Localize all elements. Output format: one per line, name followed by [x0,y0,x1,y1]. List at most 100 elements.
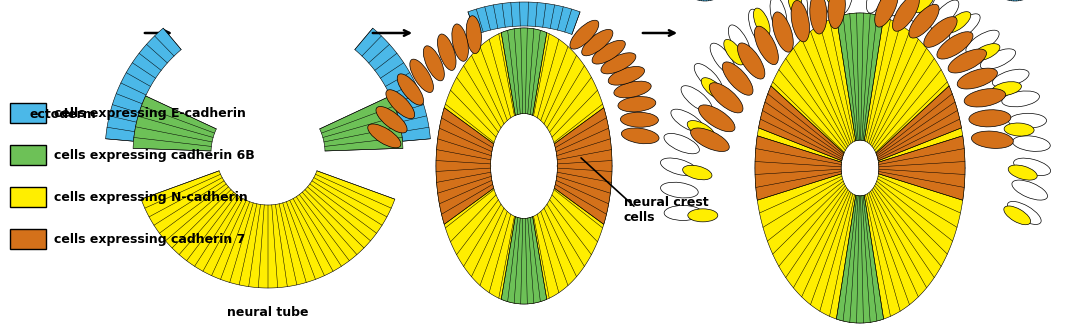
Text: cells expressing E-cadherin: cells expressing E-cadherin [55,107,246,119]
Ellipse shape [423,46,445,81]
Ellipse shape [582,30,613,56]
Ellipse shape [409,59,433,92]
Text: neural crest
cells: neural crest cells [624,196,709,224]
Ellipse shape [687,209,717,222]
Ellipse shape [969,110,1011,127]
Polygon shape [836,195,884,323]
Polygon shape [759,86,843,161]
Polygon shape [997,0,1033,1]
Polygon shape [879,136,965,200]
Ellipse shape [948,49,987,73]
Polygon shape [468,2,580,34]
Ellipse shape [386,90,415,119]
Polygon shape [436,28,611,304]
Ellipse shape [748,9,768,45]
Ellipse shape [957,68,997,89]
Ellipse shape [691,128,729,152]
Polygon shape [836,13,884,141]
Ellipse shape [1007,201,1041,224]
Polygon shape [106,28,182,141]
Ellipse shape [791,0,809,42]
Text: cells expressing cadherin 7: cells expressing cadherin 7 [55,233,246,245]
Ellipse shape [601,53,636,74]
Polygon shape [555,108,611,224]
FancyBboxPatch shape [10,145,46,165]
Ellipse shape [683,165,712,180]
Ellipse shape [924,17,957,47]
Ellipse shape [788,0,802,15]
Ellipse shape [698,105,735,132]
Ellipse shape [914,0,935,13]
Ellipse shape [664,205,702,220]
Ellipse shape [755,26,778,65]
Ellipse shape [570,20,599,49]
Ellipse shape [671,109,704,133]
Ellipse shape [368,124,401,148]
Text: cells expressing cadherin 6B: cells expressing cadherin 6B [55,149,254,161]
Text: ectoderm: ectoderm [30,108,97,121]
Ellipse shape [866,0,885,13]
Polygon shape [436,108,494,224]
Ellipse shape [770,0,787,33]
Ellipse shape [452,24,468,61]
Polygon shape [501,28,546,115]
Text: neural tube: neural tube [228,306,309,319]
Ellipse shape [1008,113,1047,128]
Polygon shape [355,28,431,141]
Ellipse shape [1013,158,1051,175]
Ellipse shape [614,81,651,98]
Ellipse shape [710,43,735,75]
Text: cells expressing N-cadherin: cells expressing N-cadherin [55,191,248,203]
Ellipse shape [728,25,750,59]
Ellipse shape [398,74,423,105]
Ellipse shape [709,83,743,113]
Ellipse shape [931,0,959,30]
Ellipse shape [1004,123,1034,136]
Ellipse shape [949,14,980,40]
Ellipse shape [694,64,723,93]
Ellipse shape [1008,165,1037,180]
Ellipse shape [972,131,1013,148]
Ellipse shape [909,4,940,38]
Polygon shape [876,86,961,161]
Polygon shape [141,171,394,288]
Ellipse shape [792,0,808,24]
FancyBboxPatch shape [10,187,46,207]
Ellipse shape [620,112,659,127]
Ellipse shape [946,12,971,33]
Ellipse shape [1004,206,1031,225]
Ellipse shape [992,69,1029,87]
Ellipse shape [664,133,699,154]
Ellipse shape [1012,180,1048,200]
Ellipse shape [592,40,625,64]
Ellipse shape [1012,136,1050,152]
Ellipse shape [992,82,1021,95]
Ellipse shape [889,0,911,16]
Ellipse shape [738,43,765,79]
Ellipse shape [828,0,846,29]
FancyBboxPatch shape [10,229,46,249]
Ellipse shape [621,128,660,144]
Ellipse shape [437,34,456,71]
Ellipse shape [681,86,712,112]
Polygon shape [133,96,216,151]
Ellipse shape [608,67,645,85]
Ellipse shape [723,62,753,95]
Ellipse shape [966,30,1000,54]
Ellipse shape [980,49,1016,70]
Ellipse shape [754,8,770,36]
Polygon shape [687,0,723,1]
Polygon shape [320,96,403,151]
Ellipse shape [874,0,898,27]
Ellipse shape [972,44,1000,61]
Ellipse shape [687,121,714,138]
Ellipse shape [936,32,973,59]
Ellipse shape [837,0,853,14]
Ellipse shape [661,182,698,198]
Ellipse shape [815,0,830,18]
Polygon shape [755,13,965,323]
Ellipse shape [810,0,827,34]
Ellipse shape [466,16,481,53]
Polygon shape [501,217,546,304]
Ellipse shape [724,39,744,65]
